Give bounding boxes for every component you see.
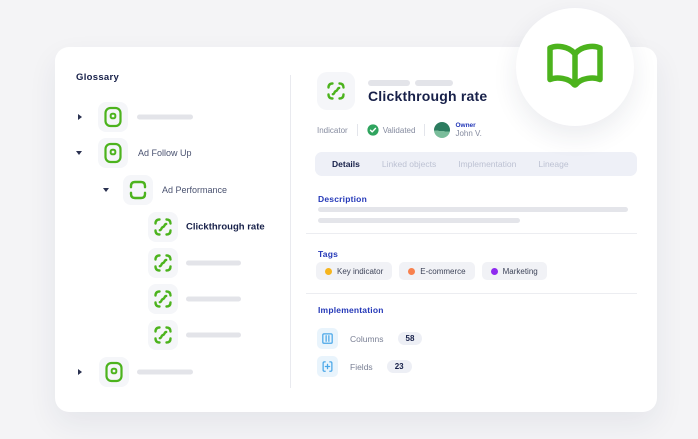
placeholder-label xyxy=(186,260,241,266)
metric-scan-icon xyxy=(148,284,178,314)
status-label: Validated xyxy=(382,125,416,135)
status-badge[interactable]: Validated xyxy=(366,124,416,136)
tag-label: Key indicator xyxy=(337,266,384,276)
description-title: Description xyxy=(318,194,367,204)
tree-item-ad-performance[interactable]: Ad Performance xyxy=(55,175,290,205)
description-placeholder-line xyxy=(318,218,520,223)
tag-chip-e-commerce[interactable]: E-commerce xyxy=(399,262,475,280)
tree-item-term-3[interactable] xyxy=(55,320,290,350)
tab-details[interactable]: Details xyxy=(332,159,360,169)
tree-item-term-1[interactable] xyxy=(55,248,290,278)
description-placeholder-line xyxy=(318,207,628,212)
glossary-icon xyxy=(98,138,128,168)
placeholder-label xyxy=(186,296,241,302)
tag-dot xyxy=(408,267,416,275)
tags-title: Tags xyxy=(318,249,339,259)
fields-icon xyxy=(317,356,338,377)
glossary-icon xyxy=(98,102,128,132)
count-badge: 23 xyxy=(386,360,412,373)
check-circle-icon xyxy=(366,124,379,136)
metric-scan-icon xyxy=(148,248,178,278)
tab-implementation[interactable]: Implementation xyxy=(458,159,517,169)
section-divider xyxy=(306,293,637,294)
metric-scan-icon xyxy=(148,212,178,242)
caret-down-icon[interactable] xyxy=(103,188,109,192)
breadcrumb-placeholder xyxy=(368,80,410,86)
tree-item-clickthrough-rate[interactable]: Clickthrough rate xyxy=(55,212,290,242)
metric-scan-icon xyxy=(148,320,178,350)
tag-label: Marketing xyxy=(502,266,538,276)
implementation-title: Implementation xyxy=(318,305,384,315)
separator xyxy=(356,124,358,136)
tab-linked-objects[interactable]: Linked objects xyxy=(381,159,437,169)
tree-item-ad-follow-up[interactable]: Ad Follow Up xyxy=(55,138,290,168)
columns-icon xyxy=(317,328,338,349)
tree-item-term-2[interactable] xyxy=(55,284,290,314)
placeholder-label xyxy=(137,114,193,120)
caret-right-icon[interactable] xyxy=(78,369,82,375)
meta-row: Indicator Validated Owner John V. xyxy=(317,120,482,140)
tree-item-glossary-1[interactable] xyxy=(55,102,290,132)
implementation-row-label: Columns xyxy=(350,333,384,344)
metric-scan-icon xyxy=(317,72,355,110)
caret-right-icon[interactable] xyxy=(78,114,82,120)
tag-chip-key-indicator[interactable]: Key indicator xyxy=(316,262,393,280)
tag-dot xyxy=(490,267,498,275)
implementation-row-columns[interactable]: Columns 58 xyxy=(317,328,423,349)
sidebar-divider xyxy=(290,75,291,388)
tree-item-label-selected: Clickthrough rate xyxy=(186,221,265,233)
owner-avatar xyxy=(434,122,451,138)
tree-item-glossary-2[interactable] xyxy=(55,357,290,387)
tag-list: Key indicator E-commerce Marketing xyxy=(316,262,547,280)
tag-dot xyxy=(325,267,332,275)
tree-item-label: Ad Follow Up xyxy=(138,148,192,158)
placeholder-label xyxy=(137,369,193,375)
section-divider xyxy=(306,233,637,234)
glossary-badge-circle xyxy=(516,8,634,126)
tag-chip-marketing[interactable]: Marketing xyxy=(481,262,547,280)
breadcrumb-placeholder xyxy=(415,80,453,86)
owner-group[interactable]: Owner John V. xyxy=(434,121,482,139)
open-book-icon xyxy=(543,40,607,94)
implementation-row-fields[interactable]: Fields 23 xyxy=(317,356,412,377)
type-label: Indicator xyxy=(317,125,348,135)
sidebar-title: Glossary xyxy=(76,72,120,83)
glossary-icon xyxy=(99,357,129,387)
owner-name: John V. xyxy=(455,129,482,139)
category-brackets-icon xyxy=(123,175,153,205)
tab-bar: Details Linked objects Implementation Li… xyxy=(315,152,637,176)
count-badge: 58 xyxy=(397,332,423,345)
tree-item-label: Ad Performance xyxy=(162,185,228,195)
placeholder-label xyxy=(186,332,241,338)
page-title: Clickthrough rate xyxy=(368,88,488,104)
tab-lineage[interactable]: Lineage xyxy=(538,159,569,169)
implementation-row-label: Fields xyxy=(350,361,373,372)
tag-label: E-commerce xyxy=(420,266,466,276)
separator xyxy=(424,124,426,136)
caret-down-icon[interactable] xyxy=(76,151,82,155)
owner-label: Owner xyxy=(455,121,476,129)
